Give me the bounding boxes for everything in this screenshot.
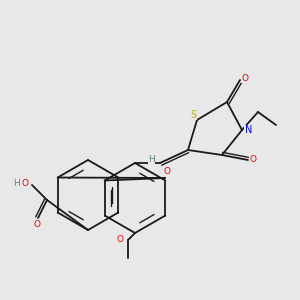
Text: S: S [190,110,196,120]
Text: N: N [245,125,252,135]
Text: O: O [22,179,29,188]
Text: O: O [242,74,249,83]
Text: H: H [14,179,20,188]
Text: O: O [116,236,123,244]
Text: O: O [250,155,257,164]
Text: O: O [163,167,170,176]
Text: O: O [33,220,40,229]
Text: H: H [148,155,155,164]
